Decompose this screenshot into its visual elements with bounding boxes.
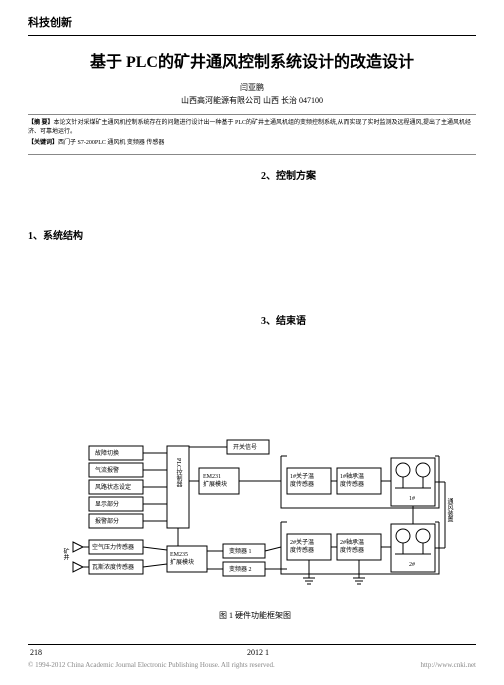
svg-text:气流报警: 气流报警 — [95, 466, 119, 474]
abstract-label: 【摘 要】 — [28, 120, 54, 126]
svg-text:PLC控制器: PLC控制器 — [175, 458, 182, 488]
abstract-box: 【摘 要】本论文针对采煤矿主通风机控制系统存在的问题进行设计出一种基于 PLC的… — [28, 114, 476, 155]
figure-1: .bx { fill:#fff; stroke:#000; stroke-wid… — [55, 428, 455, 623]
source-url: http://www.cnki.net — [420, 661, 476, 669]
svg-text:1#: 1# — [409, 496, 415, 502]
svg-text:故障切换: 故障切换 — [95, 449, 119, 457]
section-3-heading: 3、结束语 — [261, 312, 476, 327]
issue-date: 2012 1 — [247, 648, 269, 657]
svg-text:风路状态设定: 风路状态设定 — [95, 483, 131, 491]
footer: 218 2012 1 © 1994-2012 China Academic Jo… — [0, 644, 504, 669]
svg-text:矿井: 矿井 — [62, 547, 69, 561]
svg-text:瓦斯浓度传感器: 瓦斯浓度传感器 — [92, 563, 134, 571]
author-affiliation: 山西高河能源有限公司 山西 长治 047100 — [28, 95, 476, 106]
svg-text:开关信号: 开关信号 — [233, 443, 257, 451]
svg-text:空气压力传感器: 空气压力传感器 — [92, 543, 134, 551]
divider-top — [28, 35, 476, 36]
svg-text:显示部分: 显示部分 — [95, 500, 119, 508]
divider-bottom — [28, 644, 476, 645]
figure-1-caption: 图 1 硬件功能框架图 — [55, 610, 455, 621]
svg-text:报警部分: 报警部分 — [95, 517, 119, 525]
right-column: 2、控制方案 3、结束语 — [261, 167, 476, 367]
author-name: 闫亚鹏 — [28, 82, 476, 93]
paper-title: 基于 PLC的矿井通风控制系统设计的改造设计 — [28, 48, 476, 72]
svg-text:通风装置: 通风装置 — [446, 497, 453, 522]
category-label: 科技创新 — [28, 14, 476, 33]
svg-text:2#: 2# — [409, 562, 415, 568]
svg-text:变频器 1: 变频器 1 — [229, 547, 252, 555]
page-number: 218 — [30, 648, 42, 657]
svg-text:变频器 2: 变频器 2 — [229, 565, 252, 573]
section-1-heading: 1、系统结构 — [28, 227, 243, 242]
section-2-heading: 2、控制方案 — [261, 167, 476, 182]
copyright-text: © 1994-2012 China Academic Journal Elect… — [28, 661, 275, 669]
left-column: 1、系统结构 — [28, 167, 243, 367]
body-columns: 1、系统结构 2、控制方案 3、结束语 — [0, 167, 504, 367]
keywords-text: 西门子 S7-200PLC 通风机 变频器 传感器 — [58, 140, 164, 146]
keywords-label: 【关键词】 — [28, 140, 58, 146]
abstract-text: 本论文针对采煤矿主通风机控制系统存在的问题进行设计出一种基于 PLC的矿井主通风… — [28, 120, 471, 135]
